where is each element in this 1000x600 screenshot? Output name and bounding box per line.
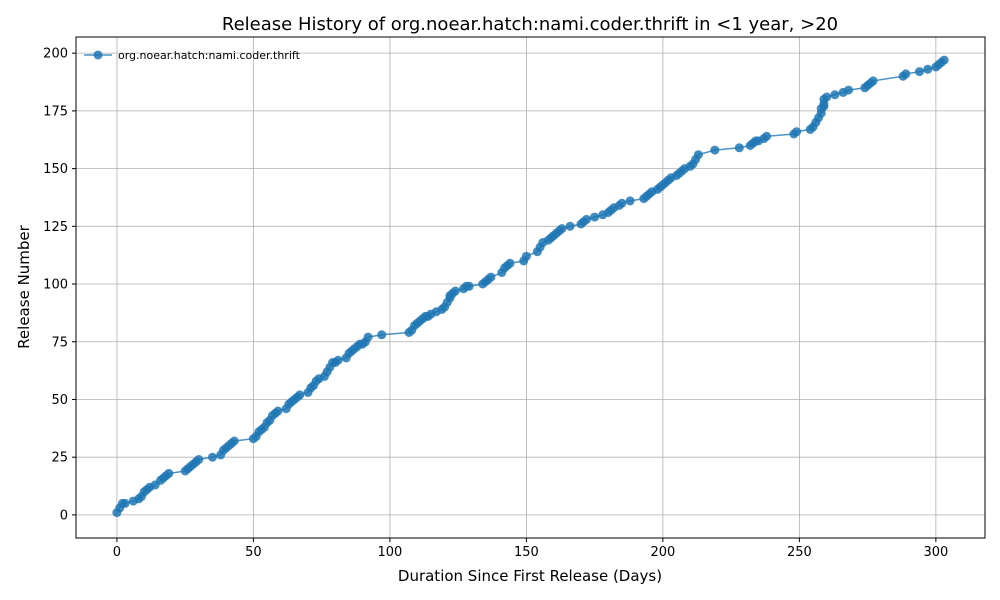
chart-title: Release History of org.noear.hatch:nami.…: [222, 14, 838, 35]
x-tick-label: 200: [650, 545, 675, 560]
data-point: [333, 355, 343, 365]
data-point: [822, 92, 832, 102]
legend: org.noear.hatch:nami.coder.thrift: [84, 49, 301, 62]
data-point: [582, 214, 591, 224]
y-tick-label: 25: [51, 451, 68, 466]
y-tick-label: 50: [51, 393, 68, 408]
data-point: [505, 258, 515, 268]
data-point: [693, 150, 703, 160]
y-tick-label: 100: [43, 278, 68, 293]
x-tick-label: 300: [923, 545, 948, 560]
data-point: [868, 76, 878, 86]
data-point: [208, 452, 217, 462]
data-point: [363, 332, 373, 342]
data-point: [762, 131, 772, 141]
x-tick-label: 150: [514, 545, 539, 560]
grid: [76, 37, 985, 538]
data-point: [521, 251, 531, 261]
data-point: [590, 212, 600, 222]
data-point: [120, 498, 130, 508]
x-axis-label: Duration Since First Release (Days): [398, 567, 662, 585]
data-point: [915, 67, 924, 77]
data-point: [901, 69, 911, 79]
data-point: [295, 390, 305, 400]
y-tick-label: 175: [43, 104, 68, 119]
data-point: [923, 64, 933, 74]
data-point: [194, 455, 204, 464]
y-tick-label: 0: [60, 508, 68, 523]
data-point: [229, 436, 239, 446]
x-tick-label: 250: [787, 545, 812, 560]
legend-point-marker: [93, 50, 103, 60]
y-tick-label: 75: [51, 335, 68, 350]
x-tick-label: 100: [378, 545, 403, 560]
x-tick-label: 0: [113, 545, 121, 560]
data-point: [164, 468, 174, 478]
data-point: [617, 198, 627, 208]
data-point: [450, 286, 460, 296]
data-point: [625, 196, 635, 206]
data-point: [464, 281, 474, 291]
data-point: [939, 55, 949, 65]
plot-frame: [75, 36, 986, 539]
x-tick-label: 50: [245, 545, 262, 560]
data-point: [557, 224, 567, 234]
data-point: [844, 85, 853, 95]
data-point: [734, 143, 744, 153]
x-axis-ticks: 0 50 100 150 200 250 300: [113, 538, 948, 560]
data-point: [710, 145, 720, 155]
y-tick-label: 200: [43, 47, 68, 62]
data-point: [377, 330, 387, 340]
y-axis-label: Release Number: [15, 224, 33, 348]
data-point: [792, 127, 802, 137]
legend-label: org.noear.hatch:nami.coder.thrift: [118, 49, 301, 62]
y-tick-label: 150: [43, 162, 68, 177]
series-group: [112, 55, 949, 518]
data-point: [565, 221, 575, 231]
y-axis-ticks: 0 25 50 75 100 125 150 175 200: [43, 47, 76, 523]
data-point: [830, 90, 840, 100]
data-point: [273, 406, 283, 416]
data-point: [486, 272, 496, 282]
y-tick-label: 125: [43, 220, 68, 235]
